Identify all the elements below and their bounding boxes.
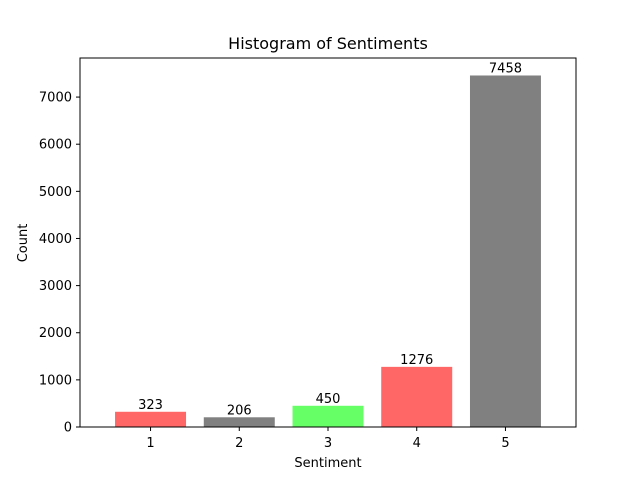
y-tick-label: 7000: [39, 91, 72, 106]
bar-2: [203, 417, 275, 427]
bar-value-label: 1276: [400, 353, 433, 368]
x-axis-ticks: 1 2 3 4 5: [146, 427, 510, 451]
plot-frame: [79, 57, 577, 428]
x-axis-label: Sentiment: [294, 456, 361, 471]
bar-labels-layer: 323 206 450 1276 7458: [138, 61, 522, 418]
y-tick-label: 3000: [39, 279, 72, 294]
chart-title: Histogram of Sentiments: [228, 34, 428, 53]
x-tick-label: 4: [413, 436, 421, 451]
bar-4: [381, 366, 453, 427]
bar-value-label: 323: [138, 398, 163, 413]
bar-value-label: 206: [227, 403, 252, 418]
y-tick-label: 5000: [39, 185, 72, 200]
y-axis-label: Count: [16, 224, 31, 263]
y-tick-label: 4000: [39, 232, 72, 247]
y-tick-label: 2000: [39, 326, 72, 341]
x-tick-label: 1: [146, 436, 154, 451]
y-tick-label: 6000: [39, 138, 72, 153]
x-tick-label: 3: [324, 436, 332, 451]
bar-3: [292, 405, 364, 427]
y-tick-label: 0: [64, 421, 72, 436]
bar-value-label: 7458: [489, 61, 522, 76]
bar-1: [115, 411, 187, 427]
x-tick-label: 2: [235, 436, 243, 451]
bar-value-label: 450: [316, 392, 341, 407]
y-axis-ticks: 0 1000 2000 3000 4000 5000 6000 7000: [39, 91, 80, 436]
bars-layer: [115, 75, 541, 428]
bar-5: [469, 75, 541, 428]
x-tick-label: 5: [501, 436, 509, 451]
y-tick-label: 1000: [39, 373, 72, 388]
